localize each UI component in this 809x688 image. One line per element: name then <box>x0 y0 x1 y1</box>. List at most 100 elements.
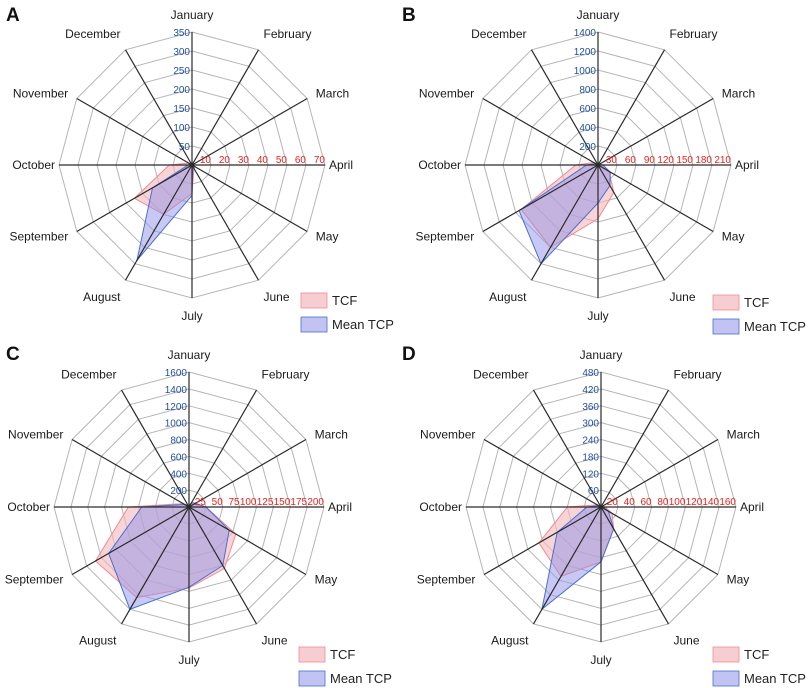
panel-letter: B <box>402 5 416 26</box>
tcf-tick-label: 30 <box>238 155 250 166</box>
tcp-tick-label: 180 <box>582 452 599 463</box>
spoke-line <box>597 97 714 166</box>
tcf-tick-label: 100 <box>240 497 257 508</box>
tcf-tick-label: 60 <box>640 497 652 508</box>
month-label-january: January <box>580 348 623 362</box>
month-label-april: April <box>328 500 352 514</box>
legend: TCF Mean TCP <box>712 294 806 335</box>
month-label-april: April <box>735 158 759 172</box>
radar-panel-d: D January February March April May June July Aug… <box>402 344 806 687</box>
spoke-line <box>124 164 193 281</box>
month-label-may: May <box>727 573 750 587</box>
tcp-tick-label: 400 <box>170 469 187 480</box>
month-label-june: June <box>674 634 700 648</box>
tcf-tick-label: 90 <box>644 155 656 166</box>
month-label-february: February <box>670 27 718 41</box>
tcp-tick-label: 1600 <box>165 368 188 379</box>
legend-swatch-mean-tcp <box>300 316 328 333</box>
spoke-line <box>597 164 714 233</box>
month-label-february: February <box>262 367 310 381</box>
month-label-november: November <box>420 428 475 442</box>
month-label-july: July <box>178 653 199 667</box>
tcp-tick-label: 300 <box>582 419 599 430</box>
month-label-may: May <box>316 230 339 244</box>
tcf-tick-label: 200 <box>307 497 324 508</box>
month-label-august: August <box>489 290 527 304</box>
month-label-january: January <box>168 348 211 362</box>
spoke-line <box>71 506 190 576</box>
tcp-tick-label: 350 <box>173 28 190 39</box>
month-label-august: August <box>83 290 121 304</box>
tcf-tick-label: 150 <box>274 497 291 508</box>
month-label-october: October <box>12 158 55 172</box>
month-label-september: September <box>415 230 474 244</box>
spoke-line <box>600 506 670 625</box>
tcf-tick-label: 40 <box>257 155 269 166</box>
tcp-tick-label: 800 <box>170 436 187 447</box>
spoke-line <box>191 164 260 281</box>
spoke-line <box>600 389 670 508</box>
tcf-tick-label: 70 <box>314 155 326 166</box>
month-label-november: November <box>8 428 63 442</box>
month-label-august: August <box>79 634 117 648</box>
legend-swatch-tcf <box>300 292 328 309</box>
legend: TCF Mean TCP <box>712 646 806 687</box>
tcp-tick-label: 200 <box>579 142 596 153</box>
spoke-line <box>188 506 258 625</box>
tcf-tick-label: 50 <box>276 155 288 166</box>
spoke-line <box>188 506 307 576</box>
month-label-december: December <box>473 367 528 381</box>
month-label-september: September <box>9 230 68 244</box>
panel-letter: C <box>6 344 20 365</box>
legend-swatch-tcf <box>712 294 740 311</box>
tcp-tick-label: 150 <box>173 104 190 115</box>
month-label-october: October <box>419 500 462 514</box>
month-label-june: June <box>264 290 290 304</box>
spoke-line <box>71 438 190 508</box>
legend-label: TCF <box>332 293 357 308</box>
tcf-tick-label: 100 <box>669 497 686 508</box>
month-label-january: January <box>171 8 214 22</box>
tcf-tick-label: 125 <box>257 497 274 508</box>
legend-label: TCF <box>744 295 769 310</box>
month-label-october: October <box>7 500 50 514</box>
tcp-tick-label: 250 <box>173 66 190 77</box>
tcf-tick-label: 120 <box>686 497 703 508</box>
month-label-december: December <box>61 367 116 381</box>
radar-panel-a: A January February March April May June July Aug… <box>6 5 394 333</box>
spoke-line <box>120 506 190 625</box>
tcf-tick-label: 210 <box>714 155 731 166</box>
tcf-tick-label: 180 <box>695 155 712 166</box>
month-label-january: January <box>577 8 620 22</box>
tcp-tick-label: 1200 <box>574 47 597 58</box>
month-label-march: March <box>722 87 755 101</box>
tcp-tick-label: 100 <box>173 123 190 134</box>
legend-label: TCF <box>330 647 355 662</box>
tcp-tick-label: 300 <box>173 47 190 58</box>
tcp-tick-label: 1400 <box>574 28 597 39</box>
tcp-tick-label: 240 <box>582 436 599 447</box>
spoke-line <box>188 438 307 508</box>
tcp-tick-label: 400 <box>579 123 596 134</box>
radar-panel-c: C January February March April May June July Aug… <box>5 344 392 687</box>
tcp-tick-label: 1200 <box>165 402 188 413</box>
tcf-tick-label: 60 <box>295 155 307 166</box>
spoke-line <box>76 97 193 166</box>
tcf-tick-label: 160 <box>719 497 736 508</box>
spoke-line <box>532 389 602 508</box>
tcf-tick-label: 120 <box>657 155 674 166</box>
tcp-tick-label: 600 <box>170 452 187 463</box>
radar-panel-b: B January February March April May June July Aug… <box>402 5 806 335</box>
month-label-april: April <box>329 158 353 172</box>
legend-swatch-mean-tcp <box>298 670 326 687</box>
month-label-november: November <box>13 87 68 101</box>
tcf-tick-label: 80 <box>657 497 669 508</box>
legend: TCF Mean TCP <box>300 292 394 333</box>
spoke-line <box>530 164 599 281</box>
month-label-september: September <box>417 573 476 587</box>
series-mean-tcp-area <box>541 505 615 611</box>
month-label-august: August <box>491 634 529 648</box>
spoke-line <box>483 438 602 508</box>
tcf-tick-label: 40 <box>624 497 636 508</box>
